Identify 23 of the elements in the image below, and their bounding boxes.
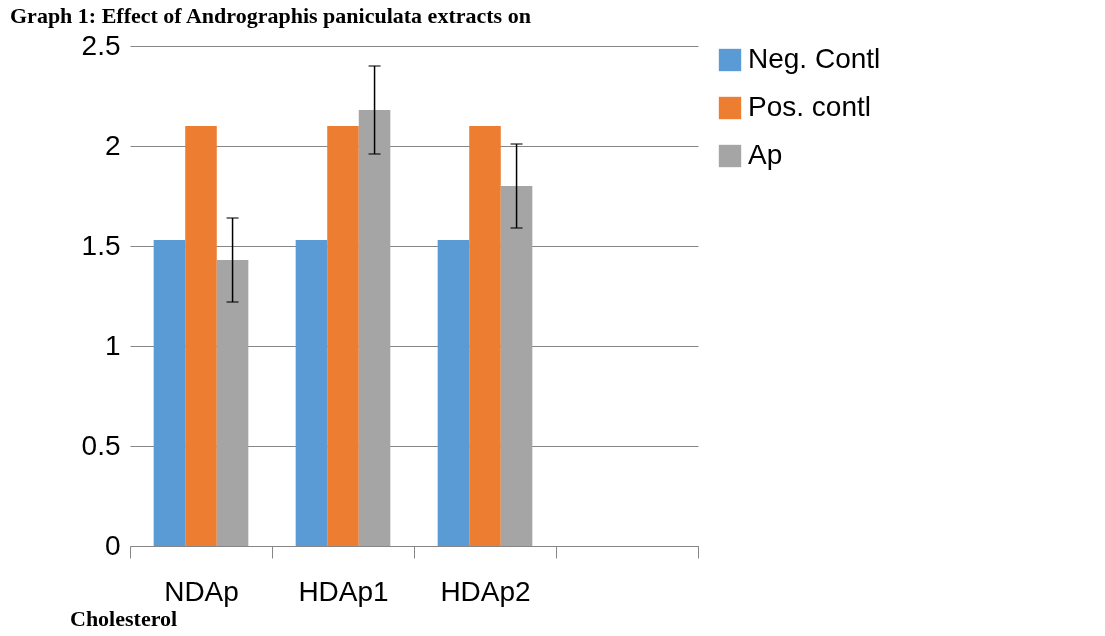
legend-label: Pos. contl bbox=[748, 91, 871, 122]
y-tick-label: 2.5 bbox=[81, 29, 121, 61]
legend-label: Neg. Contl bbox=[748, 43, 881, 74]
x-tick-label: NDAp bbox=[164, 575, 239, 607]
x-tick-label: HDAp2 bbox=[440, 575, 531, 607]
bar bbox=[469, 126, 501, 546]
bar bbox=[327, 126, 359, 546]
text: Cholesterol bbox=[70, 606, 178, 631]
legend-label: Ap bbox=[748, 139, 783, 170]
x-tick-label: HDAp1 bbox=[298, 575, 389, 607]
y-tick-label: 0 bbox=[104, 529, 121, 561]
bar bbox=[437, 240, 470, 546]
y-tick-label: 1.5 bbox=[81, 229, 121, 261]
bar bbox=[295, 240, 328, 546]
y-tick-label: 1 bbox=[104, 329, 121, 361]
bar bbox=[358, 110, 391, 546]
y-tick-label: 2 bbox=[104, 129, 121, 161]
bar bbox=[185, 126, 217, 546]
chart-title: Graph 1: Effect of Andrographis paniculata extracts on bbox=[10, 3, 531, 28]
bar bbox=[153, 240, 186, 546]
bar bbox=[216, 260, 249, 546]
bar bbox=[500, 186, 533, 546]
y-tick-label: 0.5 bbox=[81, 429, 121, 461]
